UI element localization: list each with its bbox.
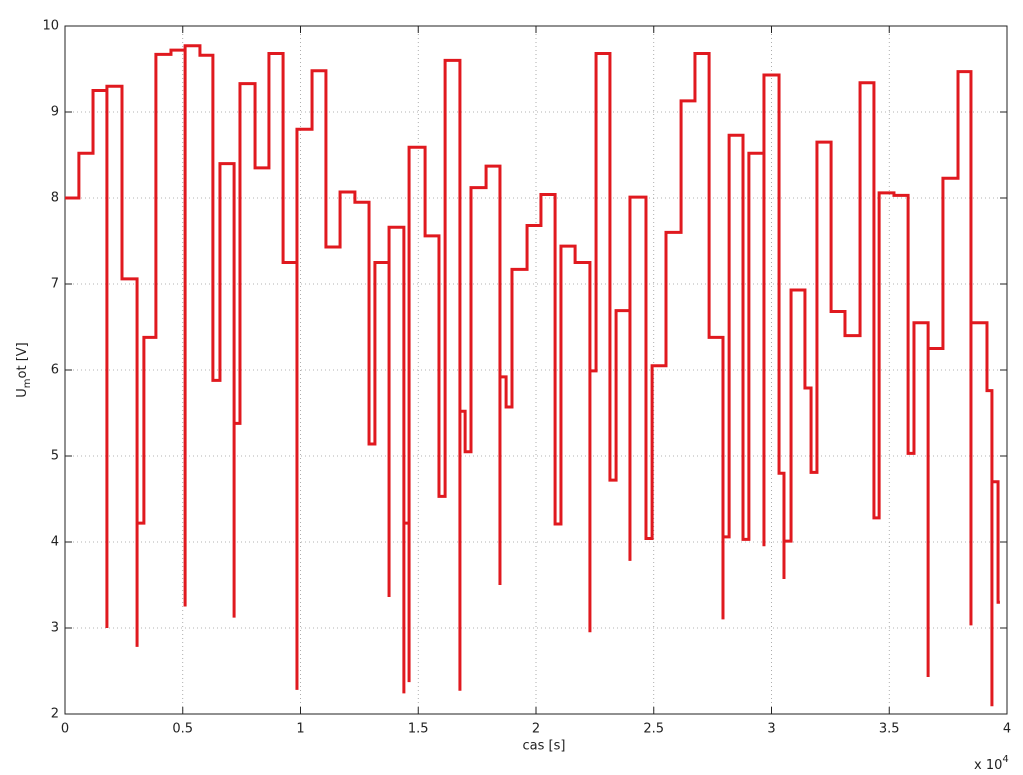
x-multiplier: x 104: [974, 754, 1009, 773]
x-axis-label: cas [s]: [523, 739, 566, 754]
y-tick-label: 6: [51, 363, 59, 378]
y-tick-label: 4: [51, 535, 59, 550]
y-tick-label: 2: [51, 707, 59, 722]
y-tick-label: 8: [51, 191, 59, 206]
x-tick-label: 3: [767, 722, 775, 737]
multiplier-base: x 10: [974, 758, 1002, 773]
y-tick-label: 7: [51, 277, 59, 292]
y-axis-label: Umot [V]: [15, 342, 34, 398]
multiplier-exp: 4: [1002, 754, 1008, 765]
y-tick-label: 10: [42, 19, 59, 34]
x-tick-label: 0.5: [172, 722, 193, 737]
plot-frame: [64, 25, 1008, 715]
x-tick-label: 1.5: [408, 722, 429, 737]
x-tick-label: 1: [296, 722, 304, 737]
y-tick-label: 5: [51, 449, 59, 464]
x-tick-label: 4: [1003, 722, 1011, 737]
x-tick-label: 3.5: [879, 722, 900, 737]
y-label-rest: ot [V]: [15, 342, 30, 378]
y-tick-label: 9: [51, 105, 59, 120]
step-line: [65, 44, 1000, 707]
x-tick-label: 2: [532, 722, 540, 737]
y-label-base: U: [15, 388, 30, 398]
y-tick-label: 3: [51, 621, 59, 636]
x-tick-label: 2.5: [643, 722, 664, 737]
x-tick-label: 0: [61, 722, 69, 737]
y-label-sub: m: [22, 378, 33, 388]
